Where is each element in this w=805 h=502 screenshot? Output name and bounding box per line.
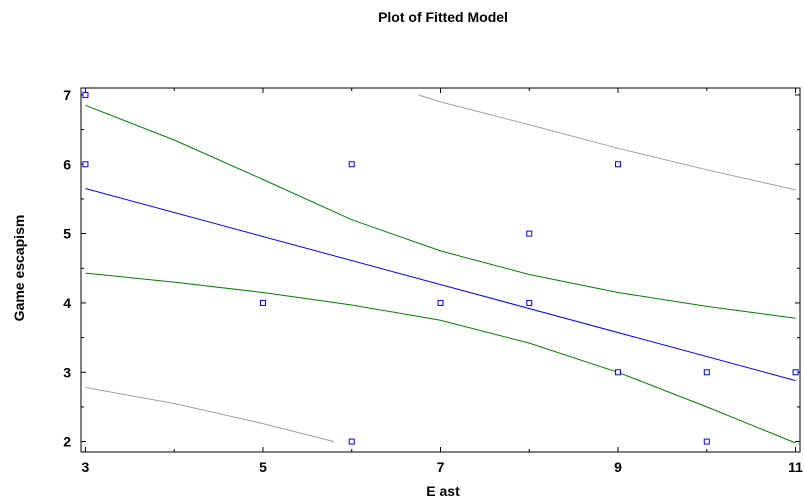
data-point	[83, 92, 88, 97]
data-point	[616, 162, 621, 167]
x-tick-label: 5	[259, 459, 267, 475]
data-point	[83, 162, 88, 167]
data-point	[704, 439, 709, 444]
y-tick-label: 2	[63, 434, 71, 450]
data-point	[349, 162, 354, 167]
y-tick-label: 3	[63, 364, 71, 380]
y-tick-label: 5	[63, 226, 71, 242]
prediction-limit-upper	[418, 95, 795, 190]
x-axis-label: E ast	[426, 483, 460, 499]
x-tick-label: 3	[82, 459, 90, 475]
prediction-limit-lower	[85, 388, 334, 442]
data-point	[793, 370, 798, 375]
data-point	[527, 231, 532, 236]
confidence-limit-lower	[85, 273, 795, 443]
data-point	[704, 370, 709, 375]
plot-frame	[81, 88, 800, 452]
x-tick-label: 7	[437, 459, 445, 475]
y-tick-label: 6	[63, 156, 71, 172]
data-point	[260, 300, 265, 305]
confidence-limit-upper	[85, 105, 795, 318]
data-point	[349, 439, 354, 444]
x-tick-label: 9	[614, 459, 622, 475]
data-point	[616, 370, 621, 375]
chart-title: Plot of Fitted Model	[378, 9, 508, 25]
y-tick-label: 7	[63, 87, 71, 103]
y-tick-label: 4	[63, 295, 71, 311]
data-point	[527, 300, 532, 305]
y-axis-label: Game escapism	[11, 215, 27, 322]
x-tick-label: 11	[788, 459, 803, 475]
data-point	[438, 300, 443, 305]
